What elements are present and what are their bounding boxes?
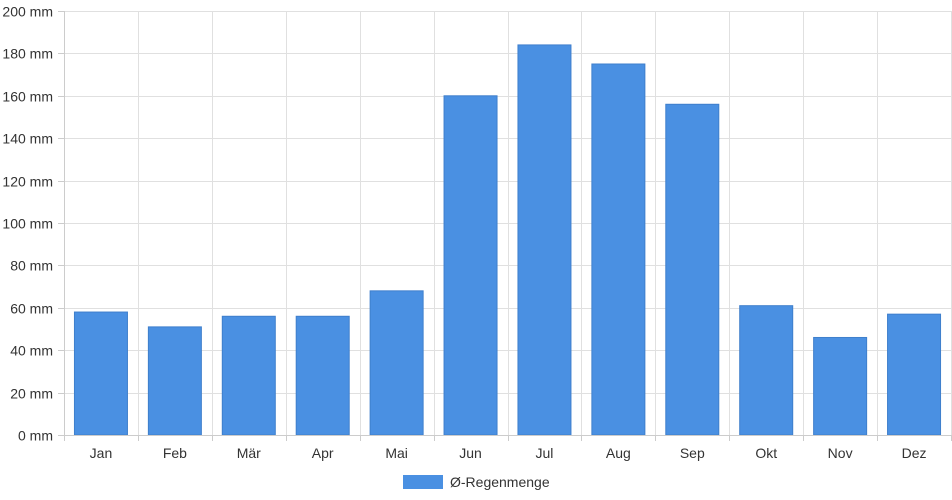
y-axis-tick-labels: 0 mm 20 mm 40 mm 60 mm 80 mm 100 mm 120 mm 140 … [2, 4, 53, 444]
bar-jan[interactable] [73, 311, 128, 436]
x-tick-label: Feb [163, 445, 187, 461]
y-tick-label: 120 mm [2, 174, 53, 190]
bar-mai[interactable] [369, 290, 424, 436]
bar-apr[interactable] [295, 315, 350, 436]
y-tick-label: 0 mm [18, 428, 53, 444]
bar-jul[interactable] [517, 44, 572, 436]
x-tick-label: Dez [902, 445, 927, 461]
bar-feb[interactable] [147, 326, 202, 436]
bar-dez[interactable] [887, 313, 942, 436]
y-tick-label: 180 mm [2, 46, 53, 62]
x-tick-label: Mai [385, 445, 408, 461]
bar-sep[interactable] [665, 103, 720, 436]
x-tick-label: Mär [237, 445, 261, 461]
bar-aug[interactable] [591, 63, 646, 436]
x-tick-label: Sep [680, 445, 705, 461]
legend[interactable]: Ø-Regenmenge [403, 474, 550, 490]
bar-okt[interactable] [739, 305, 794, 436]
x-tick-label: Jun [459, 445, 482, 461]
bars [73, 44, 942, 436]
y-tick-label: 80 mm [10, 258, 53, 274]
legend-swatch[interactable] [403, 475, 443, 489]
y-tick-label: 60 mm [10, 301, 53, 317]
bar-mär[interactable] [221, 315, 276, 436]
y-tick-label: 100 mm [2, 216, 53, 232]
x-tick-label: Nov [828, 445, 853, 461]
y-tick-label: 160 mm [2, 89, 53, 105]
bar-jun[interactable] [443, 95, 498, 436]
bar-nov[interactable] [813, 336, 868, 436]
x-tick-label: Jul [536, 445, 554, 461]
y-tick-label: 40 mm [10, 343, 53, 359]
x-tick-label: Apr [312, 445, 334, 461]
legend-label[interactable]: Ø-Regenmenge [450, 474, 550, 490]
axes [58, 11, 952, 441]
y-tick-label: 20 mm [10, 386, 53, 402]
x-tick-label: Aug [606, 445, 631, 461]
y-tick-label: 140 mm [2, 131, 53, 147]
y-tick-label: 200 mm [2, 4, 53, 20]
x-tick-label: Okt [755, 445, 777, 461]
x-tick-label: Jan [90, 445, 113, 461]
x-axis-tick-labels: Jan Feb Mär Apr Mai Jun Jul Aug Sep Okt Nov Dez [90, 445, 927, 461]
